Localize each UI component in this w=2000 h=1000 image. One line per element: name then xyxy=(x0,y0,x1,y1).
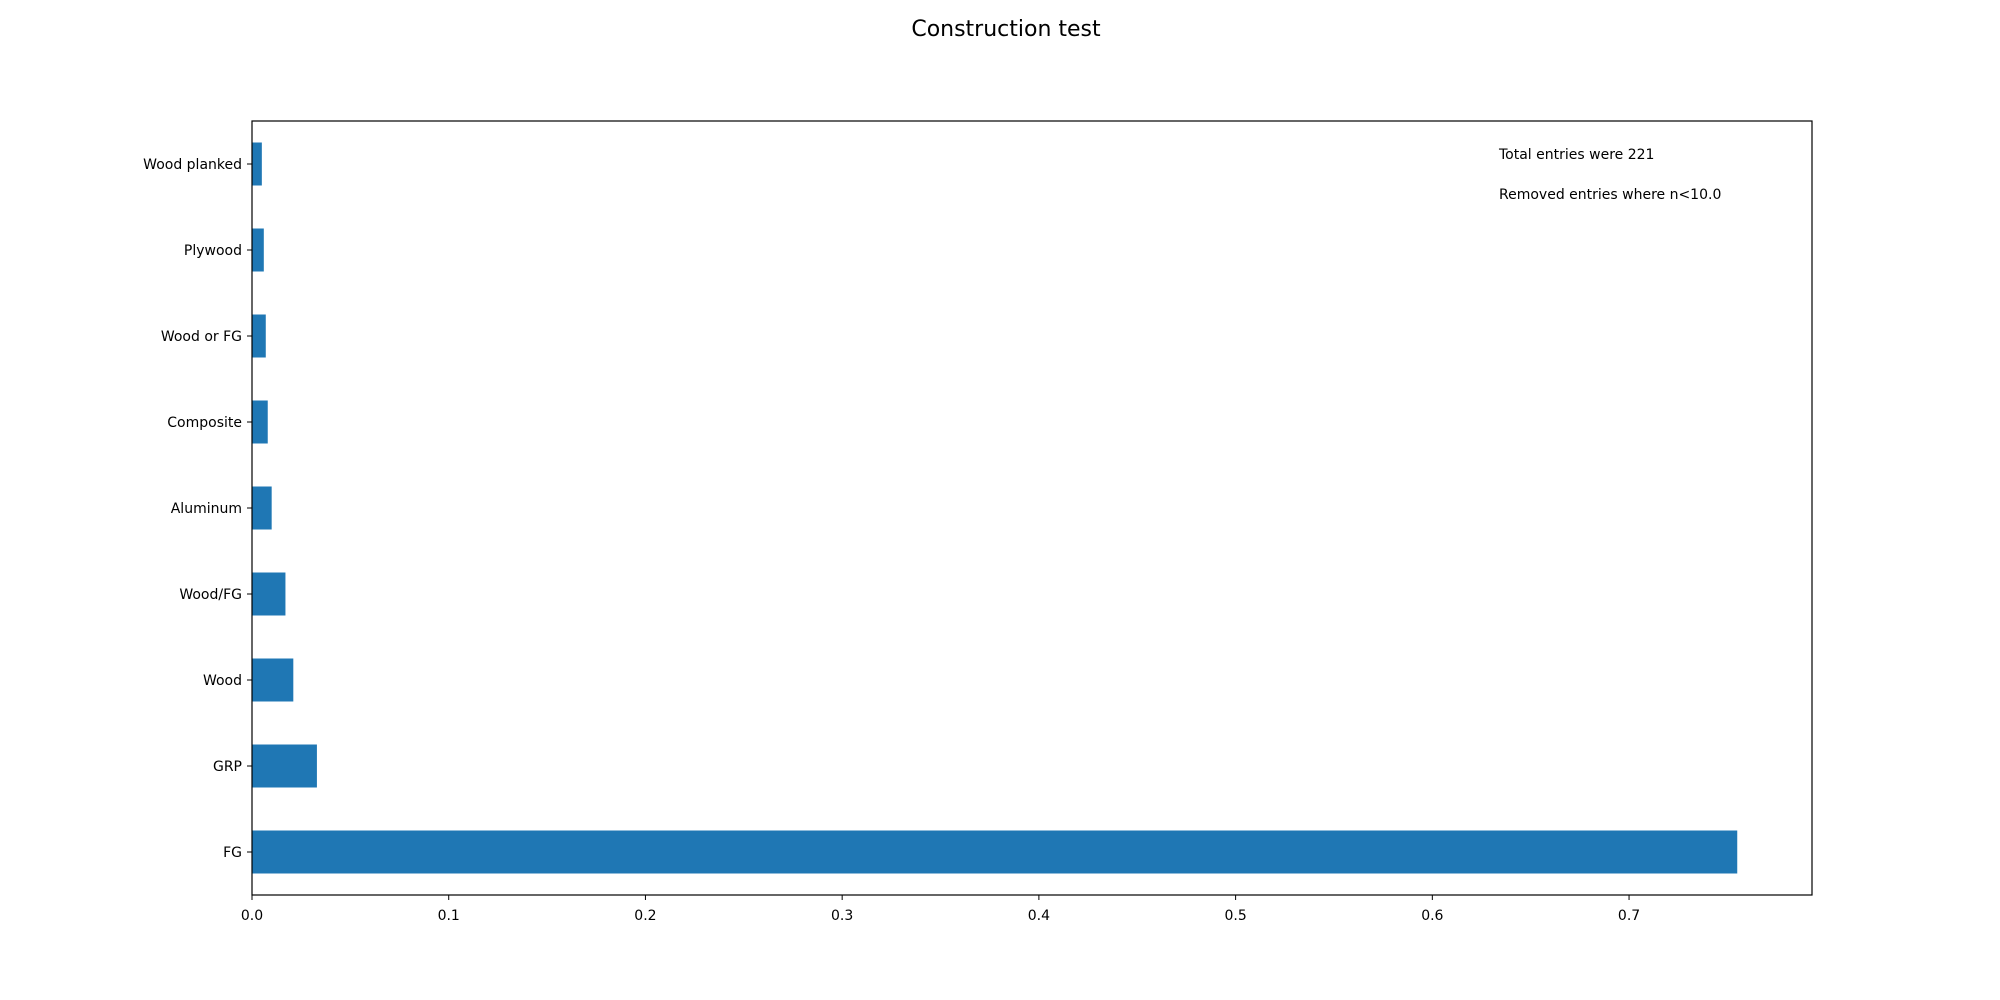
bar-composite xyxy=(252,400,268,444)
bar-wood-fg xyxy=(252,572,286,616)
x-tick-label: 0.2 xyxy=(634,908,656,924)
bar-wood-planked xyxy=(252,142,262,186)
bar-wood-or-fg xyxy=(252,314,266,358)
y-tick-label: Composite xyxy=(167,415,242,431)
y-tick-label: FG xyxy=(223,845,242,861)
y-tick-label: Aluminum xyxy=(171,501,242,517)
bar-grp xyxy=(252,744,317,788)
y-tick-label: Wood/FG xyxy=(179,587,242,603)
x-tick-label: 0.3 xyxy=(831,908,853,924)
y-tick-label: Wood xyxy=(203,673,242,689)
chart-title: Construction test xyxy=(911,17,1101,42)
y-axis-ticks: FG GRP Wood Wood/FG Aluminum Composite Wood or… xyxy=(143,157,252,861)
plot-frame xyxy=(251,120,1813,896)
x-tick-label: 0.1 xyxy=(438,908,460,924)
x-tick-label: 0.0 xyxy=(241,908,263,924)
annotation-total-entries: Total entries were 221 xyxy=(1498,147,1654,163)
x-axis-ticks: 0.0 0.1 0.2 0.3 0.4 0.5 0.6 0.7 xyxy=(241,895,1640,924)
y-tick-label: Wood planked xyxy=(143,157,242,173)
bars-group xyxy=(252,142,1738,874)
x-tick-label: 0.7 xyxy=(1618,908,1640,924)
bar-fg xyxy=(252,830,1738,874)
x-tick-label: 0.5 xyxy=(1224,908,1246,924)
bar-aluminum xyxy=(252,486,272,530)
bar-wood xyxy=(252,658,294,702)
y-tick-label: Plywood xyxy=(184,243,242,259)
x-tick-label: 0.6 xyxy=(1421,908,1443,924)
y-tick-label: Wood or FG xyxy=(161,329,242,345)
annotation-removed-entries: Removed entries where n<10.0 xyxy=(1499,187,1721,203)
bar-plywood xyxy=(252,228,264,272)
x-tick-label: 0.4 xyxy=(1028,908,1050,924)
y-tick-label: GRP xyxy=(213,759,242,775)
